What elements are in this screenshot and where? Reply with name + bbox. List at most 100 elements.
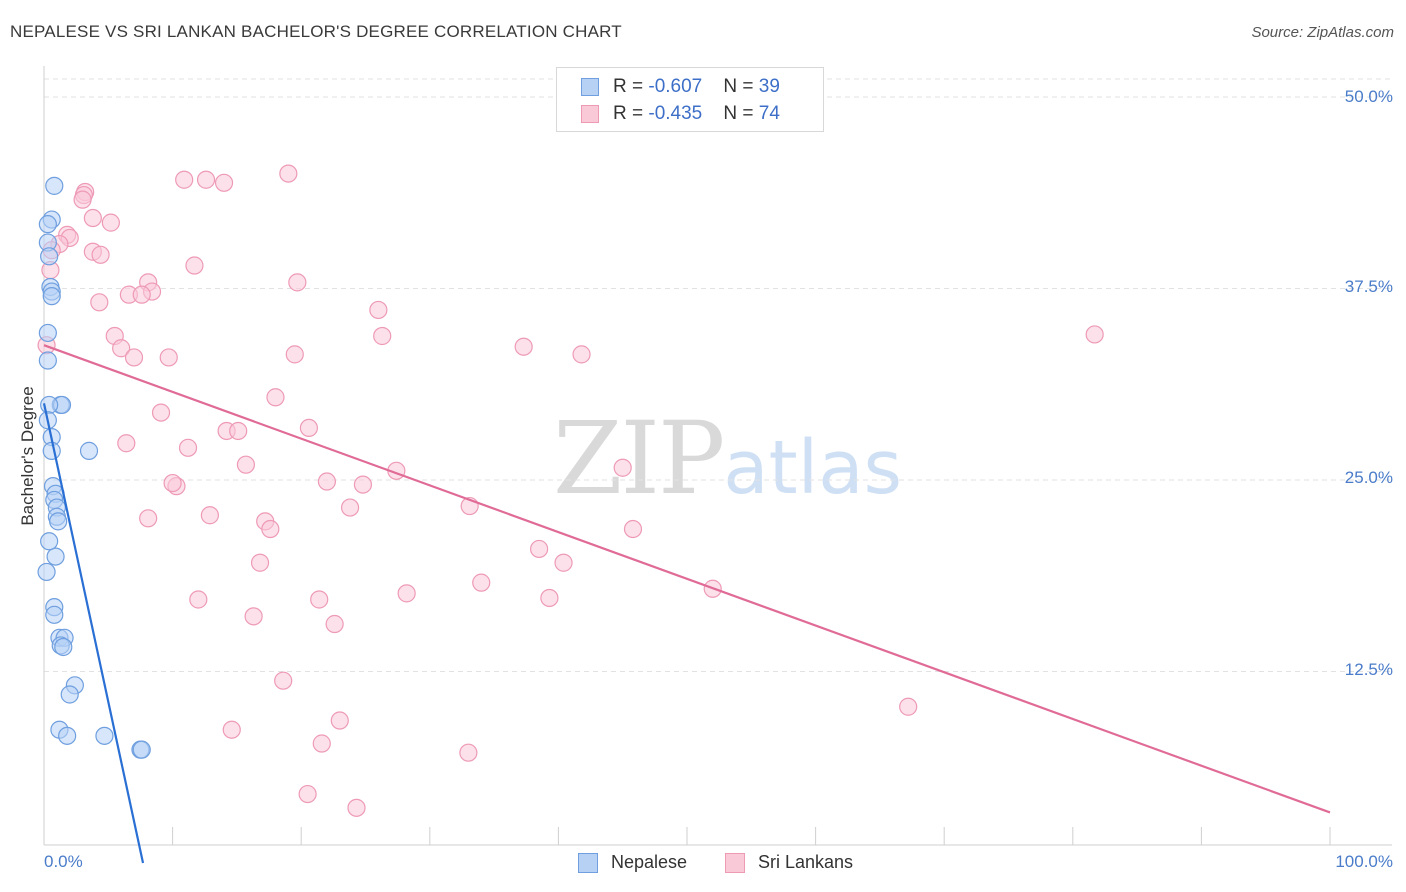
nepalese-point xyxy=(58,726,77,745)
nepalese-point xyxy=(79,441,99,460)
nepalese-point xyxy=(54,637,73,657)
srilankan-point xyxy=(299,418,319,438)
srilankan-point xyxy=(330,711,349,730)
x-tick-label: 100.0% xyxy=(1335,852,1393,871)
srilankan-point xyxy=(613,458,632,477)
srilankan-point xyxy=(236,455,256,474)
srilankan-point xyxy=(200,506,219,525)
source-credit: Source: ZipAtlas.com xyxy=(1251,24,1394,41)
srilankan-point xyxy=(229,421,248,441)
nepalese-trend-line xyxy=(42,403,145,864)
nepalese-point xyxy=(60,685,79,704)
x-tick-label: 0.0% xyxy=(44,852,83,871)
srilankan-point xyxy=(572,345,591,364)
srilankan-point xyxy=(472,573,491,592)
srilankan-point xyxy=(159,348,178,367)
srilankan-point xyxy=(112,339,131,358)
srilankan-point xyxy=(285,345,304,364)
srilankan-point xyxy=(91,245,110,264)
n-label: N = xyxy=(723,76,759,97)
srilankan-point xyxy=(117,434,136,453)
y-tick-label: 12.5% xyxy=(1344,660,1393,679)
srilankan-point xyxy=(124,348,144,367)
srilankan-point xyxy=(266,388,285,407)
srilankan-point xyxy=(132,285,151,304)
srilankan-point xyxy=(83,208,102,228)
srilankan-point xyxy=(244,607,263,626)
nepalese-point xyxy=(38,215,57,234)
nepalese-swatch xyxy=(581,78,599,96)
srilankan-swatch xyxy=(725,853,745,873)
srilankan-point xyxy=(317,472,337,491)
srilankan-point xyxy=(623,519,643,539)
nepalese-swatch xyxy=(578,853,598,873)
r-value: -0.435 xyxy=(648,103,703,124)
nepalese-point xyxy=(42,287,61,306)
srilankan-point xyxy=(353,475,373,494)
nepalese-point xyxy=(40,532,59,551)
r-value: -0.607 xyxy=(648,76,703,97)
watermark-zip: ZIP xyxy=(553,400,725,517)
nepalese-point xyxy=(37,562,56,582)
srilankan-point xyxy=(222,720,241,739)
y-tick-label: 37.5% xyxy=(1344,277,1393,296)
srilankan-point xyxy=(250,553,270,572)
srilankan-swatch xyxy=(581,105,599,123)
srilankan-point xyxy=(397,584,416,603)
srilankan-point xyxy=(298,784,317,804)
srilankan-point xyxy=(139,509,158,528)
srilankan-point xyxy=(514,337,533,356)
srilankan-point xyxy=(185,256,204,275)
watermark-atlas: atlas xyxy=(723,425,903,511)
srilankan-point xyxy=(151,403,171,422)
srilankan-point xyxy=(899,697,918,716)
n-value: 74 xyxy=(758,103,780,124)
y-tick-label: 50.0% xyxy=(1344,87,1393,106)
srilankan-point xyxy=(530,539,549,559)
srilankan-point xyxy=(1085,325,1104,344)
srilankan-point xyxy=(459,743,478,762)
nepalese-point xyxy=(132,740,151,759)
srilankan-point xyxy=(261,519,280,539)
nepalese-point xyxy=(38,323,57,343)
nepalese-point xyxy=(45,605,64,624)
correlation-legend: R = -0.607 N = 39 R = -0.435 N = 74 xyxy=(556,67,824,132)
srilankan-point xyxy=(90,293,109,312)
n-label: N = xyxy=(723,103,759,124)
nepalese-point xyxy=(46,547,65,566)
srilankan-point xyxy=(288,273,307,292)
srilankan-point xyxy=(373,326,392,346)
legend-label: Nepalese xyxy=(611,852,688,872)
y-axis-label: Bachelor's Degree xyxy=(18,386,37,526)
srilankan-point xyxy=(73,190,92,209)
chart-title: NEPALESE VS SRI LANKAN BACHELOR'S DEGREE… xyxy=(10,22,622,41)
srilankan-point xyxy=(325,614,344,634)
nepalese-point xyxy=(38,351,57,370)
srilankan-point xyxy=(312,734,331,753)
watermark: ZIPatlas xyxy=(553,400,902,517)
srilankan-point xyxy=(189,590,208,609)
srilankan-point xyxy=(347,798,366,817)
srilankan-point xyxy=(340,498,360,517)
srilankan-point xyxy=(175,170,194,189)
srilankan-point xyxy=(554,553,573,572)
n-value: 39 xyxy=(758,76,780,97)
srilankan-point xyxy=(369,300,388,320)
nepalese-point xyxy=(40,395,59,415)
r-label: R = xyxy=(613,76,649,97)
srilankan-trend-line xyxy=(43,344,1331,814)
srilankan-point xyxy=(279,164,298,183)
r-label: R = xyxy=(613,103,649,124)
nepalese-point xyxy=(49,512,68,531)
srilankan-point xyxy=(310,590,329,609)
srilankan-point xyxy=(101,213,120,232)
srilankan-point xyxy=(178,438,198,457)
nepalese-point xyxy=(42,441,61,460)
srilankan-point xyxy=(163,473,182,493)
srilankan-point xyxy=(196,170,216,189)
nepalese-point xyxy=(45,176,64,195)
nepalese-point xyxy=(95,726,114,745)
srilankan-point xyxy=(214,173,234,192)
nepalese-point xyxy=(40,247,59,266)
